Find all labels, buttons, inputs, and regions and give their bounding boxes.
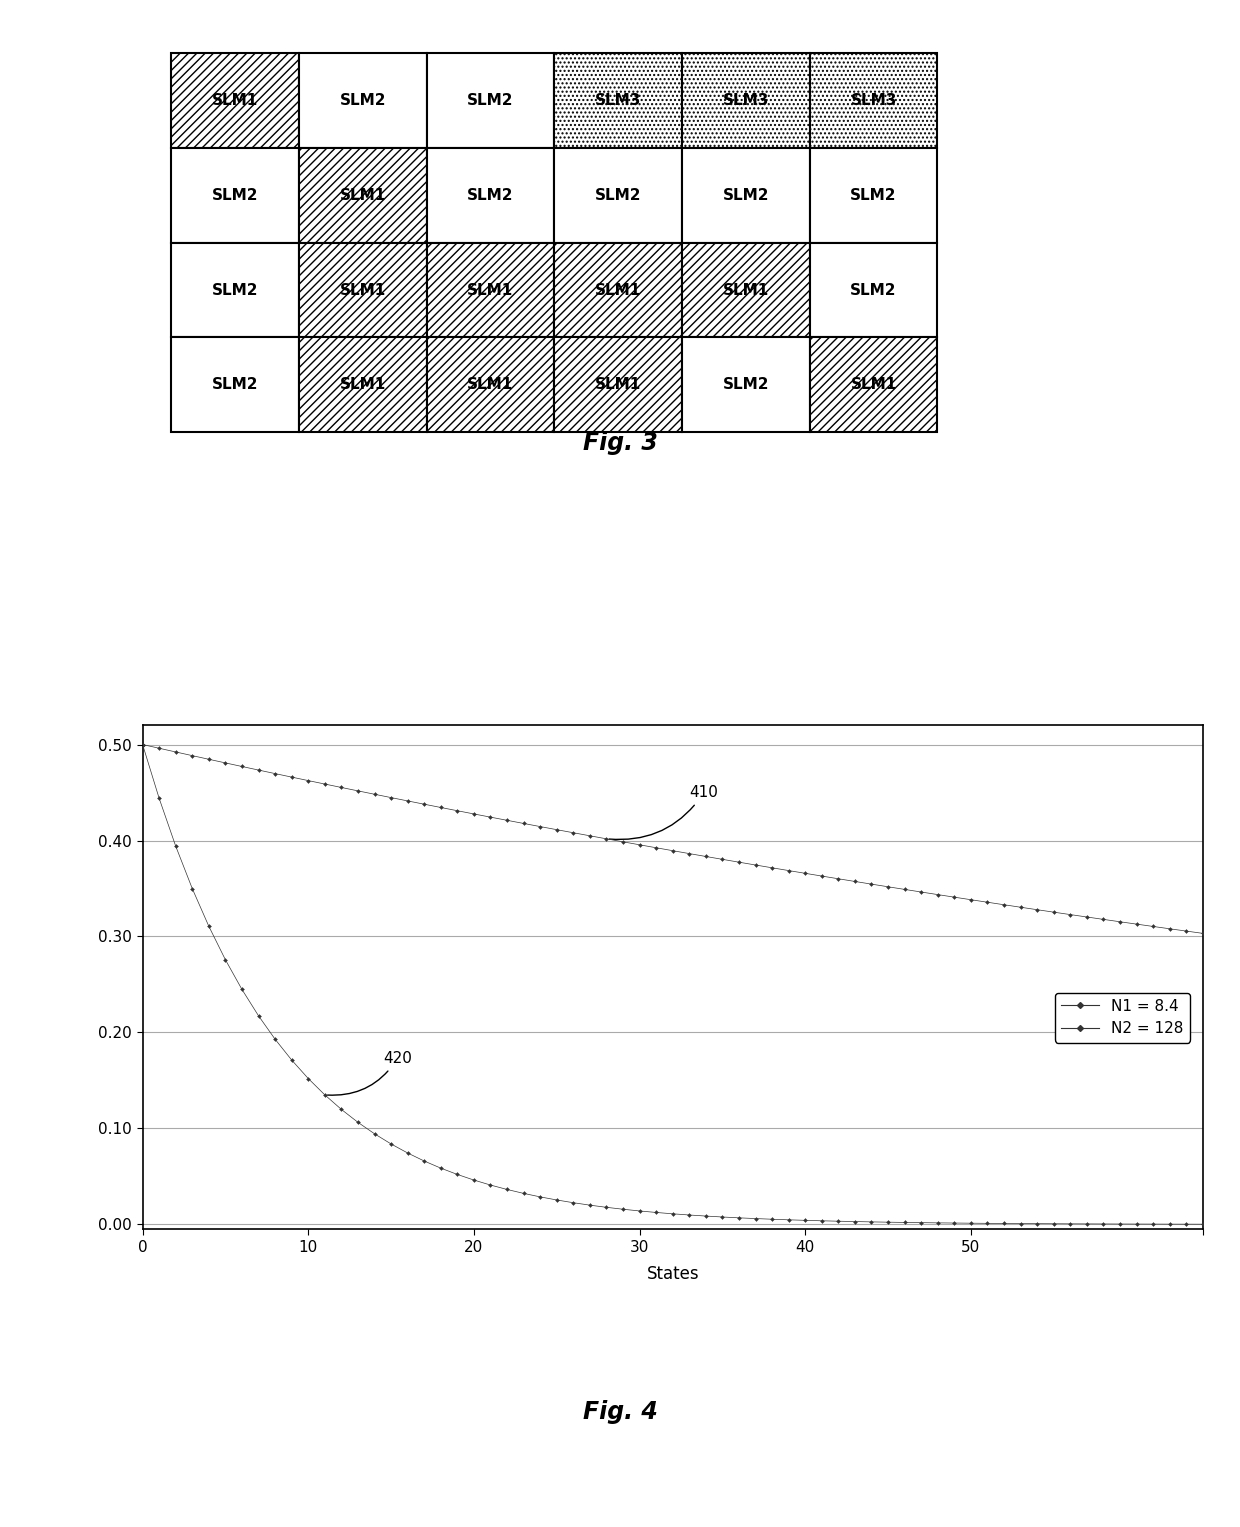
N1 = 8.4 (135, 736, 150, 754)
N2 = 128 (1162, 1215, 1177, 1234)
Text: SLM1: SLM1 (212, 93, 258, 108)
N2 = 128 (383, 1135, 398, 1153)
Text: SLM1: SLM1 (851, 377, 897, 392)
Text: SLM1: SLM1 (595, 377, 641, 392)
N2 = 128 (1195, 1215, 1210, 1234)
Text: SLM3: SLM3 (851, 93, 897, 108)
Text: SLM2: SLM2 (212, 282, 258, 298)
Text: SLM2: SLM2 (851, 188, 897, 203)
Text: SLM2: SLM2 (851, 282, 897, 298)
Text: SLM2: SLM2 (723, 188, 769, 203)
Line: N2 = 128: N2 = 128 (141, 744, 1204, 1226)
N1 = 8.4 (583, 826, 598, 844)
N2 = 128 (450, 1165, 465, 1183)
N1 = 8.4 (450, 802, 465, 820)
Text: SLM2: SLM2 (212, 377, 258, 392)
N1 = 8.4 (682, 844, 697, 863)
Text: SLM2: SLM2 (595, 188, 641, 203)
Text: SLM1: SLM1 (340, 188, 386, 203)
X-axis label: States: States (646, 1264, 699, 1283)
Text: SLM3: SLM3 (595, 93, 641, 108)
Text: 420: 420 (327, 1051, 412, 1095)
N2 = 128 (583, 1196, 598, 1214)
N2 = 128 (1047, 1214, 1061, 1232)
N2 = 128 (135, 736, 150, 754)
N1 = 8.4 (1162, 919, 1177, 938)
Text: SLM1: SLM1 (340, 377, 386, 392)
N1 = 8.4 (1047, 902, 1061, 921)
Text: SLM2: SLM2 (467, 188, 513, 203)
N1 = 8.4 (1195, 924, 1210, 942)
Text: Fig. 4: Fig. 4 (583, 1400, 657, 1425)
N2 = 128 (682, 1206, 697, 1225)
Text: 410: 410 (609, 785, 718, 840)
Text: SLM3: SLM3 (723, 93, 769, 108)
Text: SLM2: SLM2 (340, 93, 386, 108)
N1 = 8.4 (383, 788, 398, 806)
Text: SLM1: SLM1 (467, 282, 513, 298)
Text: SLM1: SLM1 (723, 282, 769, 298)
Text: SLM2: SLM2 (212, 188, 258, 203)
Text: SLM1: SLM1 (340, 282, 386, 298)
Text: SLM2: SLM2 (467, 93, 513, 108)
Text: Fig. 3: Fig. 3 (583, 431, 657, 455)
Text: SLM2: SLM2 (723, 377, 769, 392)
Line: N1 = 8.4: N1 = 8.4 (141, 744, 1204, 935)
Legend: N1 = 8.4, N2 = 128: N1 = 8.4, N2 = 128 (1055, 993, 1190, 1043)
Text: SLM1: SLM1 (595, 282, 641, 298)
Text: SLM1: SLM1 (467, 377, 513, 392)
